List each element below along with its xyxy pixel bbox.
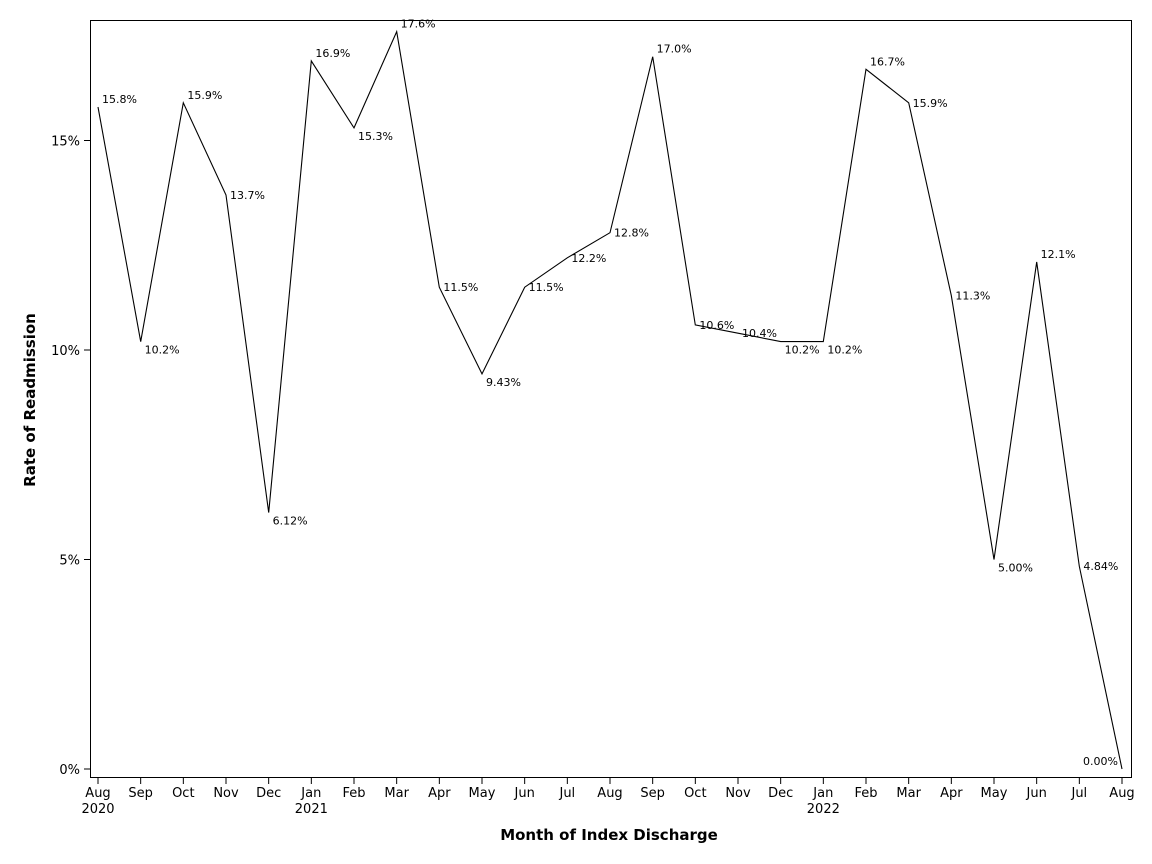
data-label: 9.43% xyxy=(486,376,521,389)
x-tick-label: Apr xyxy=(940,786,963,801)
x-tick-label: Apr xyxy=(428,786,451,801)
x-tick-label: Dec xyxy=(256,786,281,801)
x-tick-label: Mar xyxy=(384,786,409,801)
data-label: 13.7% xyxy=(230,189,265,202)
y-axis: 0% 5% 10% 15% xyxy=(51,135,90,778)
x-tick-label: Jan xyxy=(300,786,321,801)
data-label: 17.0% xyxy=(657,43,692,56)
x-tick-label: Aug xyxy=(85,786,110,801)
plot-frame xyxy=(90,20,1132,778)
data-label: 5.00% xyxy=(998,562,1033,575)
x-axis: Aug Sep Oct Nov Dec Jan Feb Mar Apr May Jun Jul Aug S… xyxy=(81,778,1135,817)
x-tick-label: Oct xyxy=(684,786,706,801)
x-tick-label: Sep xyxy=(640,786,665,801)
y-tick-label: 15% xyxy=(51,135,80,150)
x-tick-label: Aug xyxy=(597,786,622,801)
x-tick-label: May xyxy=(981,786,1008,801)
data-labels: 15.8% 10.2% 15.9% 13.7% 6.12% 16.9% 15.3% 17.6%… xyxy=(102,18,1118,768)
x-tick-label: Jun xyxy=(514,786,535,801)
data-label: 11.5% xyxy=(443,281,478,294)
data-label: 0.00% xyxy=(1083,755,1118,768)
series-line xyxy=(97,29,1123,770)
data-label: 4.84% xyxy=(1083,560,1118,573)
data-label: 10.2% xyxy=(145,344,180,357)
x-tick-label: Sep xyxy=(128,786,153,801)
x-tick-label: Mar xyxy=(896,786,921,801)
data-label: 17.6% xyxy=(401,18,436,31)
x-tick-label: Nov xyxy=(213,786,239,801)
data-label: 15.8% xyxy=(102,93,137,106)
data-label: 10.4% xyxy=(742,327,777,340)
data-label: 12.2% xyxy=(571,252,606,265)
x-tick-label: Feb xyxy=(854,786,877,801)
y-tick-label: 0% xyxy=(59,763,80,778)
data-label: 10.6% xyxy=(699,319,734,332)
y-tick-label: 5% xyxy=(59,554,80,569)
x-tick-label: Dec xyxy=(768,786,793,801)
data-label: 10.2% xyxy=(785,344,820,357)
data-label: 11.3% xyxy=(955,290,990,303)
x-tick-label: Jan xyxy=(812,786,833,801)
data-label: 6.12% xyxy=(273,515,308,528)
y-tick-label: 10% xyxy=(51,344,80,359)
data-label: 11.5% xyxy=(529,281,564,294)
x-axis-title: Month of Index Discharge xyxy=(500,826,718,844)
data-label: 12.1% xyxy=(1041,248,1076,261)
y-axis-title: Rate of Readmission xyxy=(21,313,39,487)
data-label: 15.9% xyxy=(187,89,222,102)
x-tick-label: Jul xyxy=(558,786,575,801)
data-label: 12.8% xyxy=(614,227,649,240)
data-label: 15.9% xyxy=(913,97,948,110)
x-tick-label: May xyxy=(469,786,496,801)
x-year-label: 2021 xyxy=(295,802,328,817)
data-label: 10.2% xyxy=(827,344,862,357)
x-tick-label: Feb xyxy=(342,786,365,801)
data-label: 16.7% xyxy=(870,55,905,68)
x-tick-label: Jun xyxy=(1026,786,1047,801)
x-year-label: 2022 xyxy=(807,802,840,817)
x-tick-label: Nov xyxy=(725,786,751,801)
x-tick-label: Jul xyxy=(1070,786,1087,801)
x-tick-label: Oct xyxy=(172,786,194,801)
data-label: 16.9% xyxy=(315,47,350,60)
x-year-label: 2020 xyxy=(81,802,114,817)
data-label: 15.3% xyxy=(358,130,393,143)
x-tick-label: Aug xyxy=(1109,786,1134,801)
